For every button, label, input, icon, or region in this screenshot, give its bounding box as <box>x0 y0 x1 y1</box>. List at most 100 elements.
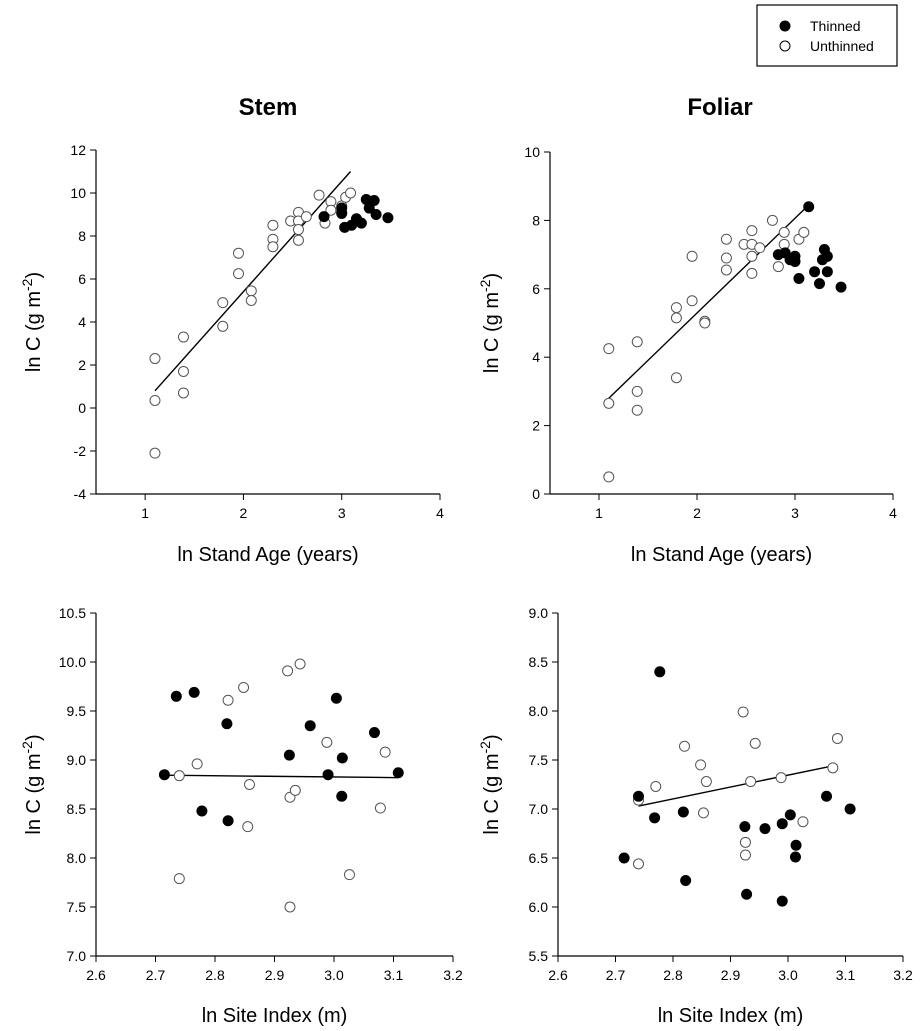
unthinned-point <box>633 858 644 870</box>
x-axis-label: ln Site Index (m) <box>202 1005 348 1027</box>
unthinned-point <box>746 225 758 237</box>
y-tick-label: 9.0 <box>67 752 87 768</box>
x-tick-label: 3.2 <box>443 967 463 983</box>
unthinned-point <box>222 694 234 706</box>
y-tick-label: -2 <box>74 443 87 459</box>
thinned-point <box>654 666 666 678</box>
unthinned-point <box>343 869 355 881</box>
y-tick-label: 7.0 <box>529 801 549 817</box>
thinned-point <box>336 790 348 802</box>
x-tick-label: 1 <box>595 505 603 521</box>
unthinned-point <box>754 242 766 254</box>
y-tick-label: 12 <box>70 142 86 158</box>
unthinned-point <box>321 736 333 748</box>
y-tick-label: 8 <box>532 212 540 228</box>
thinned-point <box>158 769 170 781</box>
legend-thinned-label: Thinned <box>810 18 861 34</box>
thinned-point <box>680 875 692 887</box>
y-tick-label: 4 <box>78 314 86 330</box>
x-tick-label: 2.8 <box>663 967 683 983</box>
unthinned-point <box>284 901 296 913</box>
thinned-point <box>803 201 815 213</box>
thinned-point <box>793 273 805 285</box>
unthinned-point <box>238 681 250 693</box>
legend-thinned-marker <box>779 20 791 32</box>
thinned-point <box>821 250 833 262</box>
x-tick-label: 3 <box>791 505 799 521</box>
legend-unthinned-label: Unthinned <box>810 38 874 54</box>
unthinned-point <box>739 836 751 848</box>
regression-line <box>164 774 399 779</box>
thinned-point <box>790 839 802 851</box>
panel-title: Foliar <box>687 94 752 121</box>
unthinned-point <box>374 802 386 814</box>
unthinned-point <box>267 241 279 253</box>
unthinned-point <box>242 821 254 833</box>
y-tick-label: -4 <box>74 486 87 502</box>
thinned-point <box>776 895 788 907</box>
unthinned-point <box>700 776 712 788</box>
unthinned-point <box>300 211 312 223</box>
x-tick-label: 1 <box>141 505 149 521</box>
thinned-point <box>776 818 788 830</box>
unthinned-point <box>697 807 709 819</box>
unthinned-point <box>746 267 758 279</box>
y-tick-label: 6.5 <box>529 850 549 866</box>
x-tick-label: 2.9 <box>721 967 741 983</box>
unthinned-point <box>379 746 391 758</box>
unthinned-point <box>603 343 615 355</box>
y-tick-label: 8.0 <box>529 703 549 719</box>
y-tick-label: 8.0 <box>67 850 87 866</box>
foliar-vs-age-panel: 1 2 3 4 0 2 4 6 8 10 Foliar ln Stand Age (years) ln … <box>477 94 897 566</box>
x-tick-label: 3.0 <box>324 967 344 983</box>
unthinned-point <box>720 233 732 245</box>
thinned-point <box>789 255 801 267</box>
y-tick-label: 6.0 <box>529 899 549 915</box>
unthinned-point <box>778 226 790 238</box>
x-tick-label: 2.7 <box>606 967 626 983</box>
unthinned-point <box>631 404 643 416</box>
thinned-point <box>304 720 316 732</box>
y-tick-label: 2 <box>78 357 86 373</box>
x-tick-label: 2.6 <box>548 967 568 983</box>
y-tick-label: 7.5 <box>529 752 549 768</box>
unthinned-point <box>173 770 185 782</box>
legend-frame <box>756 4 898 67</box>
thinned-point <box>330 692 342 704</box>
thinned-point <box>789 851 801 863</box>
unthinned-point <box>670 372 682 384</box>
unthinned-point <box>798 226 810 238</box>
thinned-point <box>618 852 630 864</box>
x-tick-label: 3.1 <box>836 967 856 983</box>
y-axis-label: ln C (g m-2) <box>477 734 503 834</box>
stem-vs-site-index-panel: 2.6 2.7 2.8 2.9 3.0 3.1 3.2 7.0 7.5 8.0 8.5 9.0 9.5 1… <box>19 605 463 1027</box>
thinned-point <box>370 209 382 220</box>
y-tick-label: 6 <box>78 271 86 287</box>
unthinned-point <box>737 706 749 718</box>
x-tick-label: 2.7 <box>146 967 166 983</box>
unthinned-point <box>267 219 279 231</box>
unthinned-point <box>233 268 245 280</box>
unthinned-point <box>720 252 732 264</box>
unthinned-point <box>749 737 761 749</box>
y-tick-label: 6 <box>532 281 540 297</box>
thinned-point <box>368 727 380 739</box>
unthinned-point <box>149 447 161 459</box>
unthinned-point <box>831 732 843 744</box>
legend: Thinned Unthinned <box>756 4 898 67</box>
thinned-point <box>784 809 796 821</box>
foliar-vs-site-index-panel: 2.6 2.7 2.8 2.9 3.0 3.1 3.2 5.5 6.0 6.5 7.0 7.5 8.0 8… <box>477 605 913 1027</box>
x-tick-label: 3.1 <box>384 967 404 983</box>
unthinned-point <box>217 297 229 309</box>
unthinned-point <box>699 317 711 329</box>
thinned-point <box>821 790 833 802</box>
unthinned-point <box>244 779 256 790</box>
thinned-point <box>739 821 751 833</box>
unthinned-point <box>177 387 189 399</box>
unthinned-point <box>670 302 682 314</box>
unthinned-point <box>292 224 304 236</box>
thinned-point <box>677 806 689 818</box>
thinned-point <box>814 278 825 290</box>
